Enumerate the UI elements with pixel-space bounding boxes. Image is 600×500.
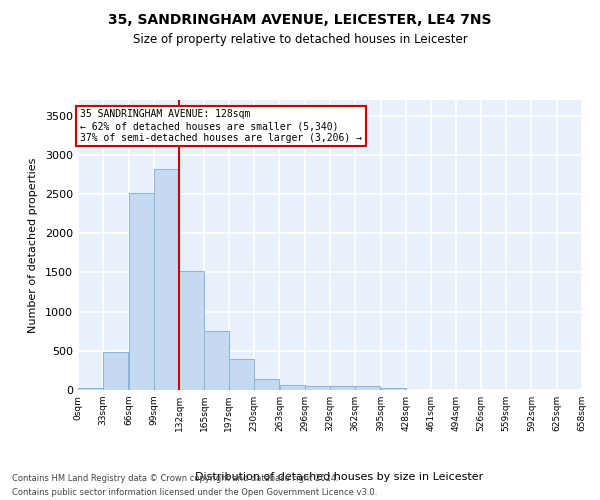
Bar	[280, 384, 305, 390]
Bar	[330, 386, 355, 390]
Bar	[380, 388, 406, 390]
Text: 35 SANDRINGHAM AVENUE: 128sqm
← 62% of detached houses are smaller (5,340)
37% o: 35 SANDRINGHAM AVENUE: 128sqm ← 62% of d…	[80, 110, 362, 142]
Bar	[229, 360, 254, 390]
Bar	[103, 352, 128, 390]
Bar	[128, 194, 154, 390]
Bar	[254, 379, 280, 390]
Bar	[305, 386, 330, 390]
Bar	[355, 386, 380, 390]
Bar	[179, 271, 204, 390]
Text: Distribution of detached houses by size in Leicester: Distribution of detached houses by size …	[195, 472, 483, 482]
Text: 35, SANDRINGHAM AVENUE, LEICESTER, LE4 7NS: 35, SANDRINGHAM AVENUE, LEICESTER, LE4 7…	[108, 12, 492, 26]
Text: Size of property relative to detached houses in Leicester: Size of property relative to detached ho…	[133, 32, 467, 46]
Text: Contains HM Land Registry data © Crown copyright and database right 2024.: Contains HM Land Registry data © Crown c…	[12, 474, 338, 483]
Bar	[205, 331, 229, 390]
Bar	[154, 169, 179, 390]
Y-axis label: Number of detached properties: Number of detached properties	[28, 158, 38, 332]
Text: Contains public sector information licensed under the Open Government Licence v3: Contains public sector information licen…	[12, 488, 377, 497]
Bar	[78, 388, 103, 390]
